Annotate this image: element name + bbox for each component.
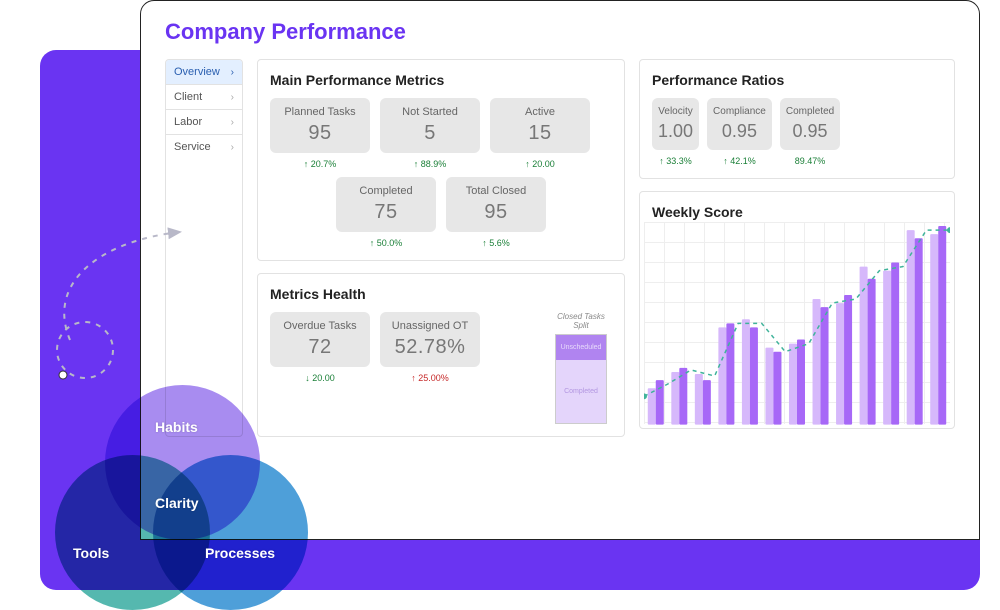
chevron-right-icon: › <box>231 67 234 78</box>
kpi-value: 95 <box>456 201 536 224</box>
ratio-label: Compliance <box>713 106 766 117</box>
kpi-value: 52.78% <box>390 336 470 359</box>
venn-diagram: Habits Tools Processes Clarity <box>35 385 325 605</box>
ratio-value: 0.95 <box>786 121 834 142</box>
split-segment-completed: Completed <box>556 360 606 423</box>
kpi-delta: ↓ 20.00 <box>305 373 335 383</box>
panel-title: Main Performance Metrics <box>270 72 612 88</box>
chevron-right-icon: › <box>231 92 234 103</box>
weekly-score-chart <box>644 222 950 425</box>
panel-title: Performance Ratios <box>652 72 942 88</box>
kpi-card: Not Started 5 ↑ 88.9% <box>380 98 480 169</box>
sidebar-item-label: Labor <box>174 116 202 128</box>
page-title: Company Performance <box>165 19 955 45</box>
ratio-delta: ↑ 33.3% <box>659 156 692 166</box>
right-column: Performance Ratios Velocity 1.00 ↑ 33.3%… <box>639 59 955 437</box>
sidebar-item-client[interactable]: Client › <box>166 85 242 110</box>
kpi-label: Active <box>500 106 580 118</box>
sidebar-item-labor[interactable]: Labor › <box>166 110 242 135</box>
main-column: Main Performance Metrics Planned Tasks 9… <box>257 59 625 437</box>
venn-label-habits: Habits <box>155 419 198 435</box>
weekly-score-panel: Weekly Score <box>639 191 955 429</box>
kpi-label: Not Started <box>390 106 470 118</box>
split-title: Closed Tasks Split <box>550 312 612 330</box>
ratio-label: Velocity <box>658 106 693 117</box>
kpi-delta: ↑ 25.00% <box>411 373 449 383</box>
kpi-label: Overdue Tasks <box>280 320 360 332</box>
chevron-right-icon: › <box>231 142 234 153</box>
kpi-row: Planned Tasks 95 ↑ 20.7% Not Started 5 ↑… <box>270 98 612 169</box>
kpi-card: Unassigned OT 52.78% ↑ 25.00% <box>380 312 480 383</box>
kpi-card: Active 15 ↑ 20.00 <box>490 98 590 169</box>
kpi-delta: ↑ 20.00 <box>525 159 555 169</box>
ratio-value: 0.95 <box>713 121 766 142</box>
ratio-card: Completed 0.95 89.47% <box>780 98 840 166</box>
sidebar-item-label: Service <box>174 141 211 153</box>
kpi-value: 95 <box>280 122 360 145</box>
ratio-delta: ↑ 42.1% <box>723 156 756 166</box>
split-bar: Unscheduled Completed <box>555 334 607 424</box>
kpi-delta: ↑ 50.0% <box>370 238 403 248</box>
kpi-value: 72 <box>280 336 360 359</box>
main-metrics-panel: Main Performance Metrics Planned Tasks 9… <box>257 59 625 261</box>
venn-circle-processes <box>153 455 308 610</box>
sidebar-item-service[interactable]: Service › <box>166 135 242 159</box>
kpi-label: Unassigned OT <box>390 320 470 332</box>
kpi-card: Total Closed 95 ↑ 5.6% <box>446 177 546 248</box>
ratios-row: Velocity 1.00 ↑ 33.3% Compliance 0.95 ↑ … <box>652 98 942 166</box>
performance-ratios-panel: Performance Ratios Velocity 1.00 ↑ 33.3%… <box>639 59 955 179</box>
closed-tasks-split: Closed Tasks Split Unscheduled Completed <box>550 312 612 424</box>
ratio-card: Compliance 0.95 ↑ 42.1% <box>707 98 772 166</box>
kpi-row: Completed 75 ↑ 50.0% Total Closed 95 ↑ 5… <box>270 177 612 248</box>
ratio-value: 1.00 <box>658 121 693 142</box>
panel-title: Weekly Score <box>652 204 942 220</box>
venn-label-tools: Tools <box>73 545 109 561</box>
kpi-label: Completed <box>346 185 426 197</box>
kpi-label: Total Closed <box>456 185 536 197</box>
venn-label-processes: Processes <box>205 545 275 561</box>
kpi-card: Overdue Tasks 72 ↓ 20.00 <box>270 312 370 383</box>
venn-label-clarity: Clarity <box>155 495 199 511</box>
dashboard-body: Overview › Client › Labor › Service › Ma… <box>165 59 955 437</box>
kpi-value: 75 <box>346 201 426 224</box>
kpi-card: Planned Tasks 95 ↑ 20.7% <box>270 98 370 169</box>
kpi-delta: ↑ 88.9% <box>414 159 447 169</box>
ratio-label: Completed <box>786 106 834 117</box>
kpi-value: 5 <box>390 122 470 145</box>
sidebar-item-overview[interactable]: Overview › <box>166 60 242 85</box>
split-segment-unscheduled: Unscheduled <box>556 335 606 360</box>
chevron-right-icon: › <box>231 117 234 128</box>
kpi-label: Planned Tasks <box>280 106 360 118</box>
kpi-delta: ↑ 5.6% <box>482 238 510 248</box>
sidebar-item-label: Client <box>174 91 202 103</box>
kpi-value: 15 <box>500 122 580 145</box>
kpi-delta: ↑ 20.7% <box>304 159 337 169</box>
ratio-delta: 89.47% <box>795 156 826 166</box>
sidebar-item-label: Overview <box>174 66 220 78</box>
kpi-card: Completed 75 ↑ 50.0% <box>336 177 436 248</box>
decorative-arrow <box>15 220 215 390</box>
panel-title: Metrics Health <box>270 286 612 302</box>
ratio-card: Velocity 1.00 ↑ 33.3% <box>652 98 699 166</box>
